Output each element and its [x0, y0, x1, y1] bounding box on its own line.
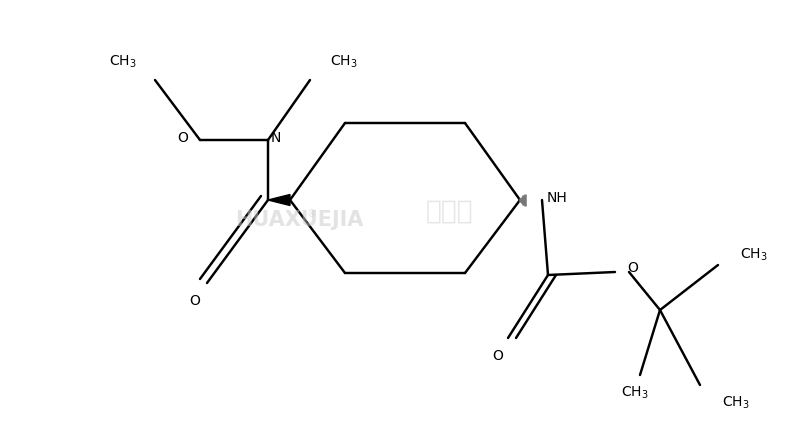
Text: CH$_3$: CH$_3$: [110, 54, 137, 70]
Text: N: N: [271, 131, 281, 145]
Polygon shape: [268, 195, 290, 206]
Text: HUAXUEJIA: HUAXUEJIA: [236, 210, 363, 231]
Text: NH: NH: [547, 191, 567, 205]
Text: O: O: [492, 349, 504, 363]
Text: 化学加: 化学加: [426, 199, 473, 225]
Text: O: O: [627, 261, 637, 275]
Text: CH$_3$: CH$_3$: [621, 385, 649, 401]
Text: CH$_3$: CH$_3$: [330, 54, 358, 70]
Text: O: O: [190, 294, 200, 308]
Text: ®: ®: [307, 209, 316, 219]
Text: CH$_3$: CH$_3$: [722, 395, 749, 411]
Text: O: O: [177, 131, 188, 145]
Text: CH$_3$: CH$_3$: [740, 247, 768, 263]
